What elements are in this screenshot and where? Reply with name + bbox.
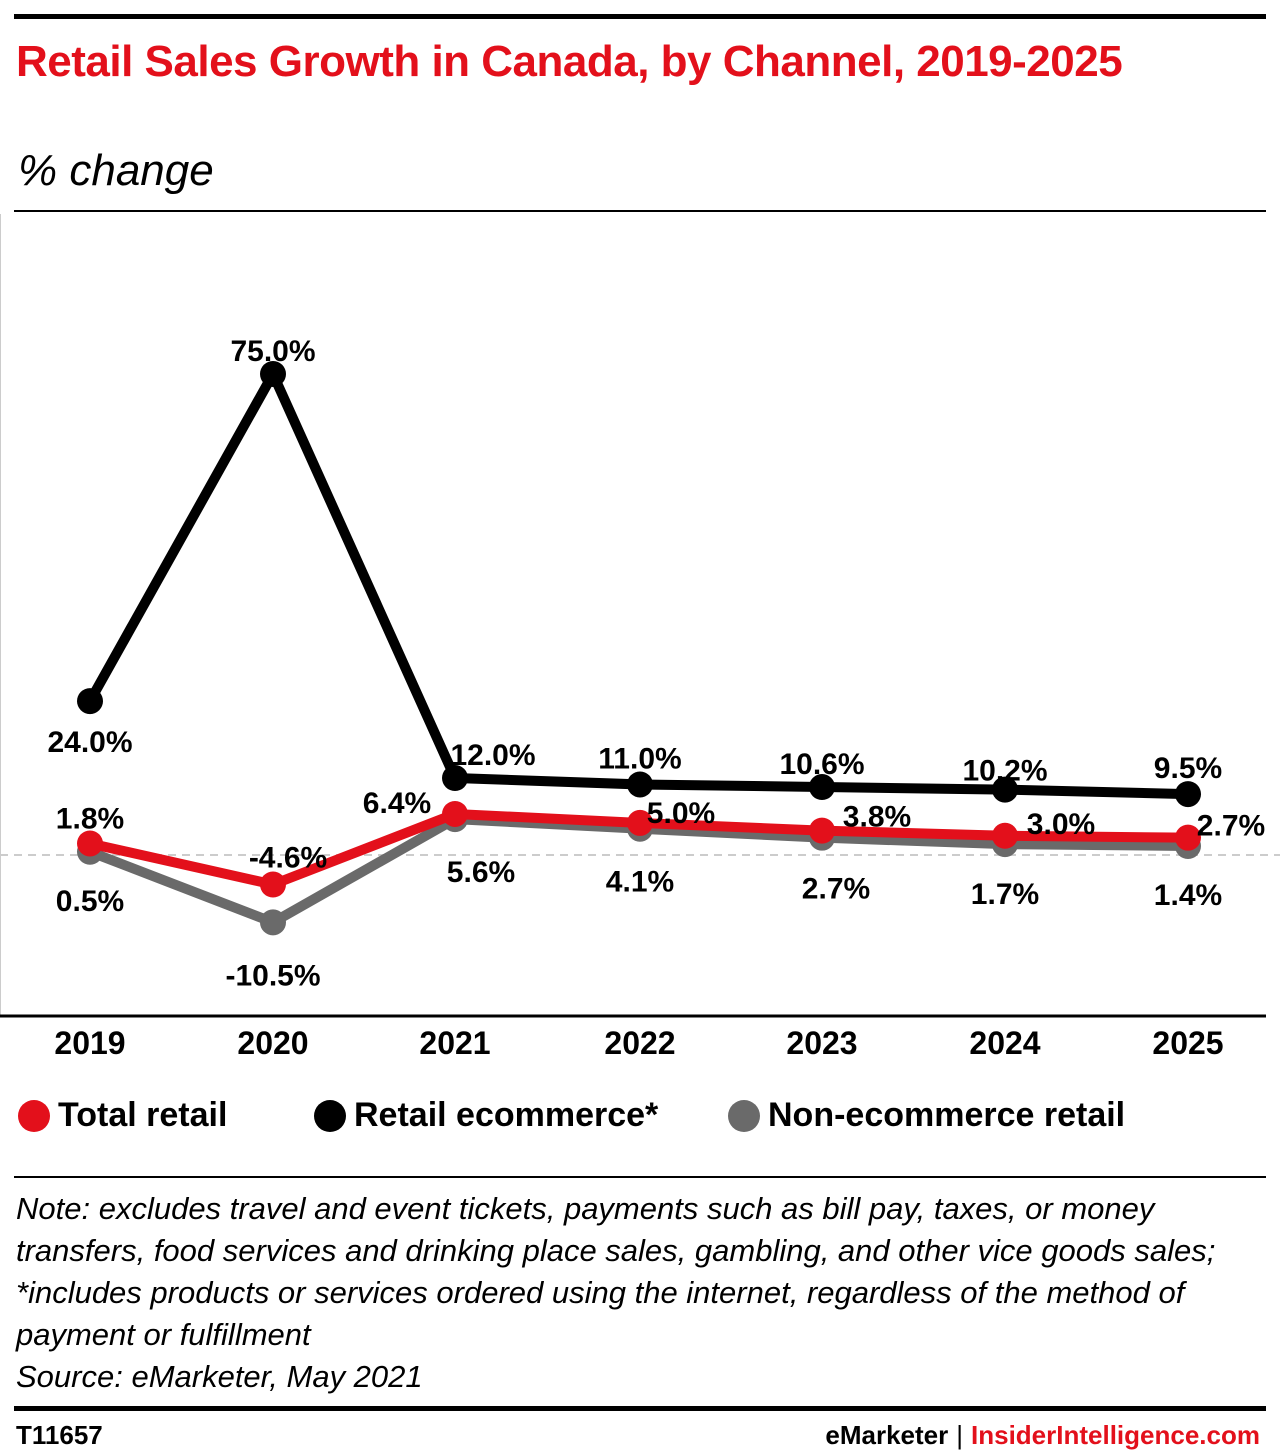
series-line-retail-ecommerce bbox=[85, 369, 1193, 800]
brand-insider-intelligence: InsiderIntelligence.com bbox=[971, 1420, 1260, 1450]
chart-id: T11657 bbox=[16, 1420, 103, 1450]
brand-emarketer: eMarketer bbox=[825, 1420, 949, 1450]
data-label-retail-ecommerce-2019: 24.0% bbox=[47, 726, 132, 759]
data-label-non-ecommerce-retail-2021: 5.6% bbox=[447, 856, 515, 889]
point-retail-ecommerce-2021 bbox=[442, 765, 468, 792]
point-total-retail-2025 bbox=[1175, 824, 1201, 851]
point-retail-ecommerce-2025 bbox=[1175, 781, 1201, 808]
x-tick-label-2025: 2025 bbox=[1152, 1025, 1223, 1061]
point-retail-ecommerce-2020 bbox=[260, 361, 286, 387]
brand-separator: | bbox=[956, 1420, 964, 1450]
note-text: Note: excludes travel and event tickets,… bbox=[16, 1191, 1216, 1352]
legend-label-total-retail: Total retail bbox=[58, 1096, 228, 1134]
data-label-total-retail-2022: 5.0% bbox=[647, 797, 715, 830]
point-retail-ecommerce-2022 bbox=[627, 771, 653, 798]
point-retail-ecommerce-2019 bbox=[77, 688, 103, 715]
data-label-retail-ecommerce-2024: 10.2% bbox=[962, 755, 1047, 788]
source-text: Source: eMarketer, May 2021 bbox=[16, 1359, 423, 1394]
footer-brand: eMarketer | InsiderIntelligence.com bbox=[825, 1420, 1260, 1451]
footer-rule bbox=[14, 1406, 1266, 1411]
data-label-retail-ecommerce-2021: 12.0% bbox=[450, 739, 535, 772]
data-label-non-ecommerce-retail-2019: 0.5% bbox=[56, 885, 124, 918]
data-label-retail-ecommerce-2025: 9.5% bbox=[1154, 752, 1222, 785]
point-total-retail-2023 bbox=[809, 817, 835, 844]
line-chart: 2019 2020 2021 2022 2023 2024 2025 1.8% -4.6% 6.4… bbox=[0, 214, 1280, 1061]
x-tick-label-2023: 2023 bbox=[786, 1025, 857, 1061]
data-label-retail-ecommerce-2023: 10.6% bbox=[779, 748, 864, 781]
point-total-retail-2021 bbox=[442, 800, 468, 827]
legend-rule bbox=[14, 1176, 1266, 1178]
point-total-retail-2019 bbox=[77, 830, 103, 857]
legend-item-retail-ecommerce: Retail ecommerce* bbox=[314, 1096, 658, 1135]
chart-subtitle: % change bbox=[18, 146, 214, 195]
chart-title: Retail Sales Growth in Canada, by Channe… bbox=[16, 37, 1123, 86]
data-label-non-ecommerce-retail-2025: 1.4% bbox=[1154, 879, 1222, 912]
point-total-retail-2024 bbox=[992, 822, 1018, 849]
x-tick-label-2019: 2019 bbox=[54, 1025, 125, 1061]
legend: Total retail Retail ecommerce* Non-ecomm… bbox=[0, 1096, 1280, 1146]
data-label-non-ecommerce-retail-2022: 4.1% bbox=[606, 866, 674, 899]
data-label-non-ecommerce-retail-2023: 2.7% bbox=[802, 873, 870, 906]
x-tick-label-2020: 2020 bbox=[237, 1025, 308, 1061]
x-tick-label-2024: 2024 bbox=[969, 1025, 1040, 1061]
top-rule bbox=[14, 14, 1266, 19]
data-label-total-retail-2019: 1.8% bbox=[56, 802, 124, 835]
data-label-retail-ecommerce-2020: 75.0% bbox=[230, 335, 315, 368]
point-retail-ecommerce-2024 bbox=[992, 776, 1018, 803]
data-label-total-retail-2020: -4.6% bbox=[249, 842, 327, 875]
point-total-retail-2022 bbox=[627, 809, 653, 836]
point-retail-ecommerce-2023 bbox=[809, 774, 835, 801]
data-label-non-ecommerce-retail-2020: -10.5% bbox=[225, 959, 320, 992]
data-label-total-retail-2021: 6.4% bbox=[363, 787, 431, 820]
legend-item-total-retail: Total retail bbox=[18, 1096, 227, 1135]
legend-item-non-ecommerce-retail: Non-ecommerce retail bbox=[728, 1096, 1125, 1135]
data-label-non-ecommerce-retail-2024: 1.7% bbox=[971, 878, 1039, 911]
legend-label-non-ecommerce-retail: Non-ecommerce retail bbox=[768, 1096, 1126, 1134]
legend-marker-retail-ecommerce bbox=[314, 1099, 346, 1132]
legend-marker-total-retail bbox=[18, 1099, 50, 1132]
chart-note: Note: excludes travel and event tickets,… bbox=[16, 1188, 1266, 1398]
data-label-total-retail-2023: 3.8% bbox=[843, 801, 911, 834]
x-tick-label-2022: 2022 bbox=[604, 1025, 675, 1061]
data-label-retail-ecommerce-2022: 11.0% bbox=[598, 742, 681, 775]
legend-label-retail-ecommerce: Retail ecommerce* bbox=[354, 1096, 659, 1134]
data-label-total-retail-2025: 2.7% bbox=[1197, 810, 1265, 843]
legend-marker-non-ecommerce-retail bbox=[728, 1099, 760, 1132]
x-tick-label-2021: 2021 bbox=[419, 1025, 490, 1061]
point-non-ecommerce-retail-2020 bbox=[260, 909, 286, 936]
data-label-total-retail-2024: 3.0% bbox=[1027, 808, 1095, 841]
header-rule bbox=[14, 210, 1266, 212]
point-total-retail-2020 bbox=[260, 871, 286, 898]
